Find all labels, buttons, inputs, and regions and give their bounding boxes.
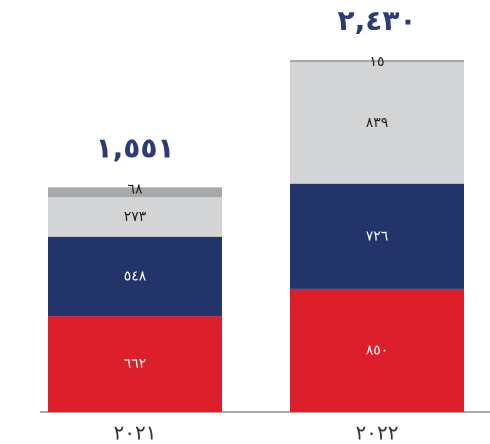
bar-segment: [48, 236, 222, 317]
bar-segment: [48, 187, 222, 198]
segment-label: ١٥: [369, 54, 384, 70]
segment-label: ٨٥٠: [366, 342, 389, 358]
x-tick-label: ٢٠٢١: [114, 421, 157, 444]
segment-label: ٦٨: [127, 181, 143, 197]
x-tick-label: ٢٠٢٢: [356, 421, 399, 444]
bar-segment: [290, 183, 464, 289]
total-label: ١,٥٥١: [96, 131, 175, 164]
bar-segment: [290, 288, 464, 412]
bar-segment: [48, 316, 222, 412]
segment-label: ٨٣٩: [366, 115, 389, 131]
bar-segment: [290, 60, 464, 63]
bar-segment: [48, 197, 222, 237]
segment-label: ٦٦٢: [124, 356, 147, 372]
segment-label: ٥٤٨: [124, 268, 147, 284]
segment-label: ٢٧٣: [124, 209, 147, 225]
bar-segment: [290, 62, 464, 184]
segment-label: ٧٢٦: [366, 228, 389, 244]
total-label: ٢,٤٣٠: [338, 4, 417, 37]
